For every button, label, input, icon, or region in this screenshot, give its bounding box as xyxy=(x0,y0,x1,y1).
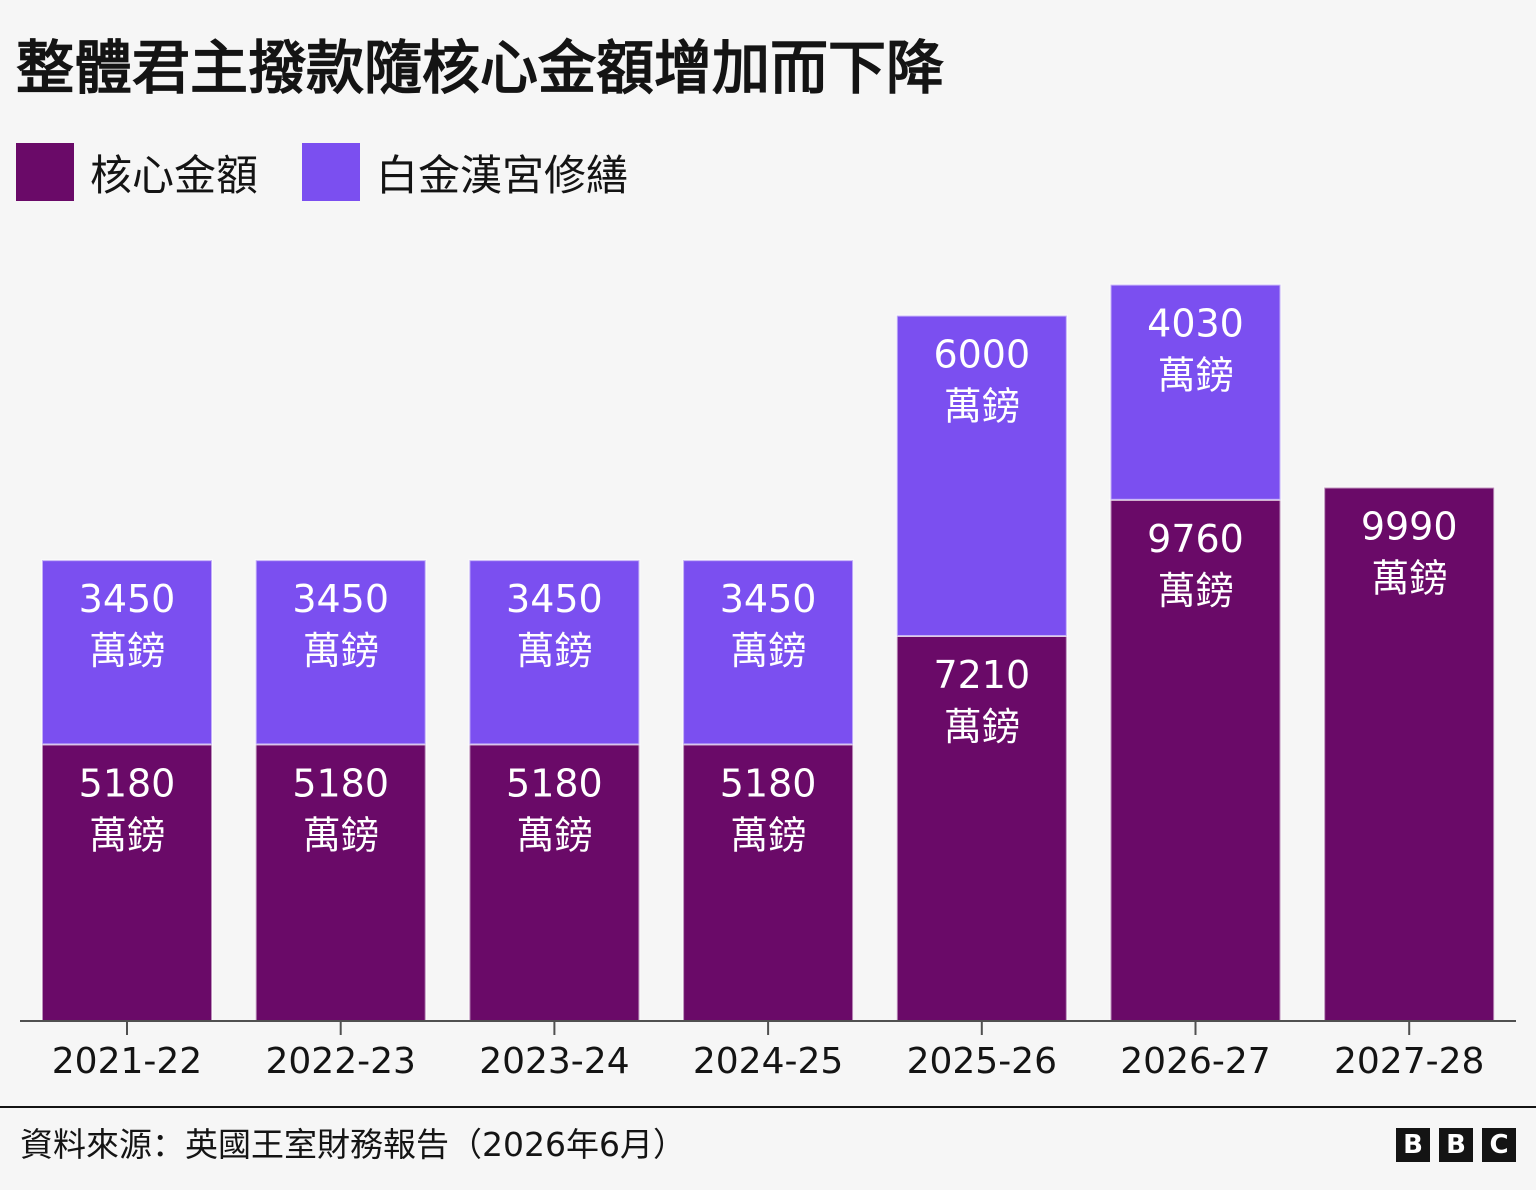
x-tick-label-2022-23: 2022-23 xyxy=(265,1041,415,1082)
data-label-core-2027-28: 9990 萬鎊 xyxy=(1361,505,1458,601)
bbc-logo: B B C xyxy=(1387,1128,1516,1162)
legend-label-core: 核心金額 xyxy=(90,150,259,200)
x-tick-label-2025-26: 2025-26 xyxy=(907,1041,1057,1082)
data-label-core-2024-25: 5180 萬鎊 xyxy=(720,761,817,857)
logo-letter: B xyxy=(1439,1128,1473,1162)
data-label-renovation-2023-24: 3450 萬鎊 xyxy=(506,577,603,673)
data-label-core-2023-24: 5180 萬鎊 xyxy=(506,761,603,857)
bar-renovation-2021-22 xyxy=(41,559,213,746)
data-label-core-2022-23: 5180 萬鎊 xyxy=(292,761,389,857)
x-tick-label-2027-28: 2027-28 xyxy=(1334,1041,1484,1082)
bar-core-2022-23 xyxy=(254,743,427,1022)
bar-core-2021-22 xyxy=(41,743,213,1022)
legend-label-renovation: 白金漢宮修繕 xyxy=(376,150,629,200)
data-label-renovation-2025-26: 6000 萬鎊 xyxy=(933,333,1030,429)
stacked-bar-chart: 5180 萬鎊 3450 萬鎊 2021-22 5180 萬鎊 3450 萬鎊 2022-23 51… xyxy=(20,283,1516,1082)
chart-title: 整體君主撥款隨核心金額增加而下降 xyxy=(16,34,945,102)
bar-core-2023-24 xyxy=(468,743,641,1022)
bar-core-2026-27 xyxy=(1109,498,1282,1023)
data-label-renovation-2021-22: 3450 萬鎊 xyxy=(79,577,176,673)
bar-renovation-2024-25 xyxy=(682,559,855,746)
legend-swatch-renovation xyxy=(302,143,361,201)
bar-core-2025-26 xyxy=(895,634,1068,1023)
bar-core-2024-25 xyxy=(682,743,855,1022)
x-tick-label-2021-22: 2021-22 xyxy=(52,1041,202,1082)
logo-letter: C xyxy=(1482,1128,1516,1162)
footer-divider xyxy=(0,1106,1536,1108)
data-label-core-2021-22: 5180 萬鎊 xyxy=(79,761,176,857)
data-label-core-2025-26: 7210 萬鎊 xyxy=(933,653,1030,749)
bar-core-2027-28 xyxy=(1323,486,1496,1022)
bar-renovation-2025-26 xyxy=(895,314,1068,637)
data-label-renovation-2022-23: 3450 萬鎊 xyxy=(292,577,389,673)
legend-item-renovation: 白金漢宮修繕 xyxy=(302,142,628,203)
bar-renovation-2023-24 xyxy=(468,559,641,746)
logo-letter: B xyxy=(1396,1128,1430,1162)
data-label-renovation-2026-27: 4030 萬鎊 xyxy=(1147,302,1244,398)
legend: 核心金額 白金漢宮修繕 xyxy=(16,142,672,202)
legend-item-core: 核心金額 xyxy=(16,142,258,203)
legend-swatch-core xyxy=(16,143,74,201)
x-tick-label-2024-25: 2024-25 xyxy=(693,1041,843,1082)
source-note: 資料來源：英國王室財務報告（2026年6月） xyxy=(20,1125,686,1164)
x-tick-label-2026-27: 2026-27 xyxy=(1120,1041,1270,1082)
data-label-core-2026-27: 9760 萬鎊 xyxy=(1147,517,1244,613)
x-tick-label-2023-24: 2023-24 xyxy=(479,1041,629,1082)
data-label-renovation-2024-25: 3450 萬鎊 xyxy=(720,577,817,673)
bar-renovation-2026-27 xyxy=(1109,283,1282,501)
bar-renovation-2022-23 xyxy=(254,559,427,746)
